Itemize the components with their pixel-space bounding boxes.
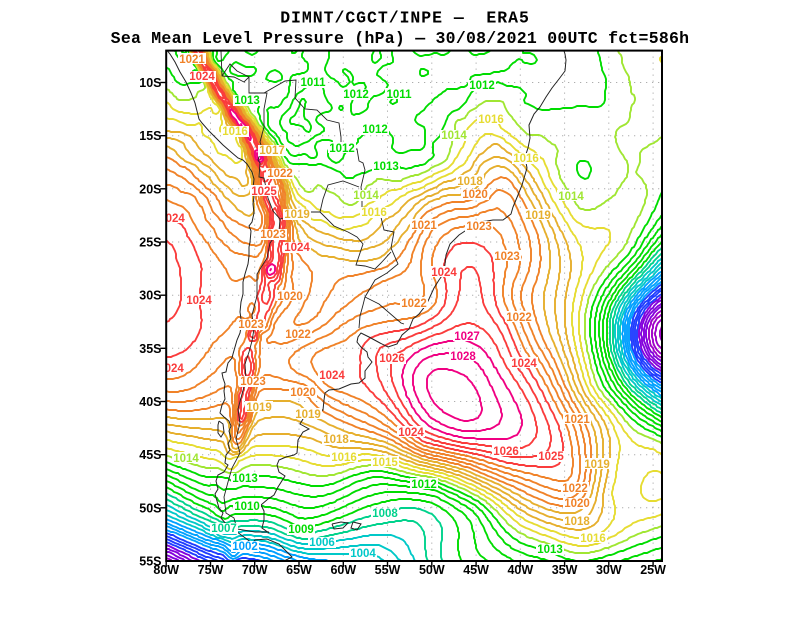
svg-text:1014: 1014 bbox=[558, 191, 584, 203]
svg-text:1025: 1025 bbox=[251, 186, 277, 198]
svg-text:1024: 1024 bbox=[186, 295, 212, 307]
svg-text:1008: 1008 bbox=[372, 508, 398, 520]
svg-text:1012: 1012 bbox=[329, 143, 355, 155]
svg-text:60W: 60W bbox=[330, 563, 356, 577]
svg-text:1020: 1020 bbox=[290, 387, 316, 399]
svg-text:1024: 1024 bbox=[284, 242, 310, 254]
svg-text:40S: 40S bbox=[139, 395, 161, 409]
svg-text:25W: 25W bbox=[640, 563, 666, 577]
svg-text:45S: 45S bbox=[139, 448, 161, 462]
svg-text:1018: 1018 bbox=[564, 516, 590, 528]
svg-text:40W: 40W bbox=[507, 563, 533, 577]
svg-text:45W: 45W bbox=[463, 563, 489, 577]
svg-text:1021: 1021 bbox=[411, 220, 437, 232]
svg-text:1019: 1019 bbox=[295, 409, 321, 421]
svg-text:1018: 1018 bbox=[323, 434, 349, 446]
svg-text:1016: 1016 bbox=[513, 153, 539, 165]
svg-text:1026: 1026 bbox=[379, 353, 405, 365]
svg-text:1022: 1022 bbox=[285, 329, 311, 341]
svg-text:1021: 1021 bbox=[179, 54, 205, 66]
svg-text:1023: 1023 bbox=[494, 251, 520, 263]
svg-text:20S: 20S bbox=[139, 182, 161, 196]
svg-text:55W: 55W bbox=[375, 563, 401, 577]
svg-text:1013: 1013 bbox=[232, 473, 258, 485]
svg-text:1017: 1017 bbox=[259, 145, 285, 157]
svg-text:1004: 1004 bbox=[350, 548, 376, 560]
svg-text:1010: 1010 bbox=[234, 501, 260, 513]
svg-text:1012: 1012 bbox=[343, 89, 369, 101]
svg-text:1016: 1016 bbox=[580, 533, 606, 545]
svg-text:1016: 1016 bbox=[478, 114, 504, 126]
svg-text:1012: 1012 bbox=[411, 479, 437, 491]
svg-text:1027: 1027 bbox=[454, 331, 480, 343]
svg-text:50W: 50W bbox=[419, 563, 445, 577]
svg-text:1024: 1024 bbox=[158, 363, 184, 375]
svg-text:1011: 1011 bbox=[301, 77, 327, 89]
svg-text:1019: 1019 bbox=[525, 210, 551, 222]
svg-text:1019: 1019 bbox=[246, 402, 272, 414]
svg-text:1024: 1024 bbox=[511, 358, 537, 370]
svg-text:30W: 30W bbox=[596, 563, 622, 577]
svg-text:Sea Mean Level Pressure (hPa): Sea Mean Level Pressure (hPa) — 30/08/20… bbox=[111, 29, 690, 48]
svg-text:1013: 1013 bbox=[373, 161, 399, 173]
svg-text:1024: 1024 bbox=[431, 267, 457, 279]
svg-text:1023: 1023 bbox=[260, 229, 286, 241]
svg-text:1014: 1014 bbox=[441, 130, 467, 142]
svg-text:75W: 75W bbox=[198, 563, 224, 577]
svg-text:1019: 1019 bbox=[284, 209, 310, 221]
svg-text:25S: 25S bbox=[139, 236, 161, 250]
svg-text:1016: 1016 bbox=[361, 207, 387, 219]
svg-text:1007: 1007 bbox=[211, 523, 237, 535]
svg-text:DIMNT/CGCT/INPE — ERA5: DIMNT/CGCT/INPE — ERA5 bbox=[280, 9, 530, 28]
svg-text:70W: 70W bbox=[242, 563, 268, 577]
svg-text:1012: 1012 bbox=[469, 80, 495, 92]
svg-text:1006: 1006 bbox=[309, 537, 335, 549]
svg-text:1023: 1023 bbox=[466, 221, 492, 233]
svg-text:1009: 1009 bbox=[288, 524, 314, 536]
svg-text:1021: 1021 bbox=[564, 414, 590, 426]
svg-text:1016: 1016 bbox=[222, 126, 248, 138]
svg-text:1022: 1022 bbox=[267, 168, 293, 180]
svg-text:1022: 1022 bbox=[506, 312, 532, 324]
svg-text:50S: 50S bbox=[139, 501, 161, 515]
svg-text:1023: 1023 bbox=[240, 376, 266, 388]
svg-text:1020: 1020 bbox=[564, 498, 590, 510]
svg-text:65W: 65W bbox=[286, 563, 312, 577]
svg-text:1015: 1015 bbox=[372, 457, 398, 469]
svg-text:30S: 30S bbox=[139, 289, 161, 303]
svg-text:1022: 1022 bbox=[401, 298, 427, 310]
svg-text:1020: 1020 bbox=[462, 189, 488, 201]
svg-text:35W: 35W bbox=[552, 563, 578, 577]
svg-text:1002: 1002 bbox=[232, 541, 258, 553]
svg-text:1024: 1024 bbox=[319, 370, 345, 382]
svg-text:1018: 1018 bbox=[457, 176, 483, 188]
svg-text:1024: 1024 bbox=[398, 427, 424, 439]
svg-text:1012: 1012 bbox=[362, 124, 388, 136]
svg-text:10S: 10S bbox=[139, 76, 161, 90]
svg-text:1011: 1011 bbox=[387, 89, 413, 101]
svg-text:80W: 80W bbox=[153, 563, 179, 577]
svg-text:1014: 1014 bbox=[173, 453, 199, 465]
svg-text:55S: 55S bbox=[139, 555, 161, 569]
svg-text:1024: 1024 bbox=[189, 71, 215, 83]
svg-text:15S: 15S bbox=[139, 129, 161, 143]
svg-text:1020: 1020 bbox=[277, 291, 303, 303]
svg-text:1026: 1026 bbox=[493, 446, 519, 458]
svg-text:1024: 1024 bbox=[159, 213, 185, 225]
svg-text:1013: 1013 bbox=[537, 544, 563, 556]
svg-text:35S: 35S bbox=[139, 342, 161, 356]
svg-text:1028: 1028 bbox=[450, 351, 476, 363]
svg-text:1014: 1014 bbox=[353, 190, 379, 202]
svg-text:1016: 1016 bbox=[331, 452, 357, 464]
svg-text:1019: 1019 bbox=[584, 459, 610, 471]
svg-text:1023: 1023 bbox=[238, 319, 264, 331]
svg-text:1022: 1022 bbox=[562, 483, 588, 495]
svg-text:1025: 1025 bbox=[538, 451, 564, 463]
svg-text:1013: 1013 bbox=[234, 95, 260, 107]
